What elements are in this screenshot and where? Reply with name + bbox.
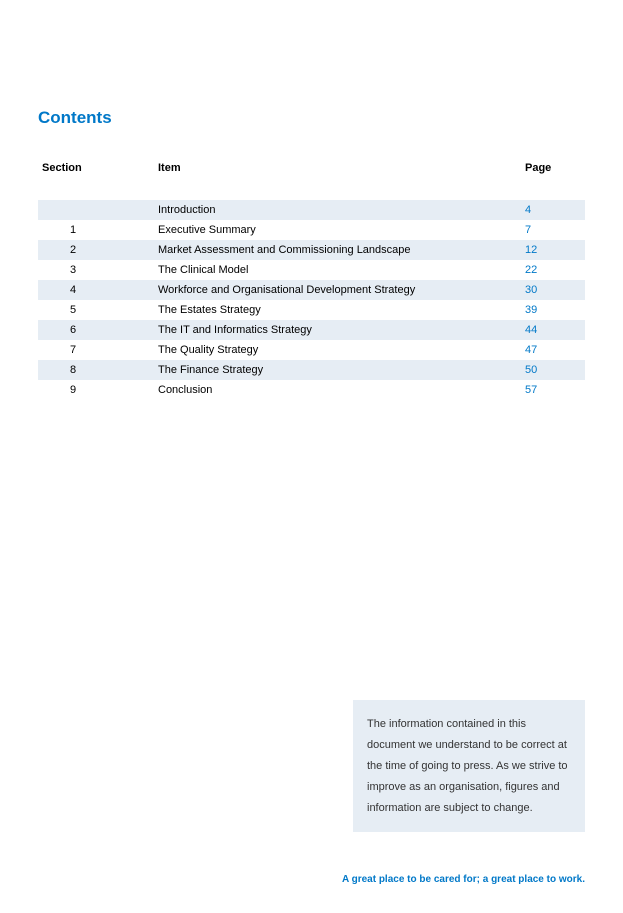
toc-section: 9	[38, 380, 158, 400]
toc-row: 8The Finance Strategy50	[38, 360, 585, 380]
toc-section: 3	[38, 260, 158, 280]
toc-row: 5The Estates Strategy39	[38, 300, 585, 320]
disclaimer-box: The information contained in this docume…	[353, 700, 585, 832]
toc-header-row: Section Item Page	[38, 156, 585, 180]
header-section: Section	[38, 156, 158, 180]
toc-row: 3The Clinical Model22	[38, 260, 585, 280]
header-item: Item	[158, 156, 525, 180]
footer-strapline: A great place to be cared for; a great p…	[342, 874, 585, 885]
toc-page: 39	[525, 300, 585, 320]
toc-row: 9Conclusion57	[38, 380, 585, 400]
toc-page: 50	[525, 360, 585, 380]
toc-page: 57	[525, 380, 585, 400]
toc-item: Executive Summary	[158, 220, 525, 240]
toc-item: Conclusion	[158, 380, 525, 400]
toc-row: 7The Quality Strategy47	[38, 340, 585, 360]
toc-section: 8	[38, 360, 158, 380]
toc-item: The IT and Informatics Strategy	[158, 320, 525, 340]
toc-page: 47	[525, 340, 585, 360]
toc-row: 2Market Assessment and Commissioning Lan…	[38, 240, 585, 260]
contents-title: Contents	[38, 108, 585, 128]
toc-section: 7	[38, 340, 158, 360]
toc-row: 4Workforce and Organisational Developmen…	[38, 280, 585, 300]
toc-page: 7	[525, 220, 585, 240]
toc-row: Introduction4	[38, 200, 585, 220]
toc-section: 4	[38, 280, 158, 300]
toc-page: 22	[525, 260, 585, 280]
toc-page: 44	[525, 320, 585, 340]
toc-item: The Quality Strategy	[158, 340, 525, 360]
page-container: Contents Section Item Page Introduction4…	[0, 0, 623, 400]
toc-body: Introduction41Executive Summary72Market …	[38, 200, 585, 400]
toc-table: Section Item Page Introduction41Executiv…	[38, 156, 585, 400]
toc-section: 2	[38, 240, 158, 260]
toc-row: 6The IT and Informatics Strategy44	[38, 320, 585, 340]
toc-item: The Clinical Model	[158, 260, 525, 280]
toc-page: 12	[525, 240, 585, 260]
toc-page: 30	[525, 280, 585, 300]
toc-page: 4	[525, 200, 585, 220]
toc-item: Introduction	[158, 200, 525, 220]
toc-item: Workforce and Organisational Development…	[158, 280, 525, 300]
toc-section	[38, 200, 158, 220]
toc-item: Market Assessment and Commissioning Land…	[158, 240, 525, 260]
toc-item: The Finance Strategy	[158, 360, 525, 380]
toc-section: 1	[38, 220, 158, 240]
toc-section: 5	[38, 300, 158, 320]
header-page: Page	[525, 156, 585, 180]
toc-row: 1Executive Summary7	[38, 220, 585, 240]
toc-item: The Estates Strategy	[158, 300, 525, 320]
header-spacer	[38, 180, 585, 200]
toc-section: 6	[38, 320, 158, 340]
